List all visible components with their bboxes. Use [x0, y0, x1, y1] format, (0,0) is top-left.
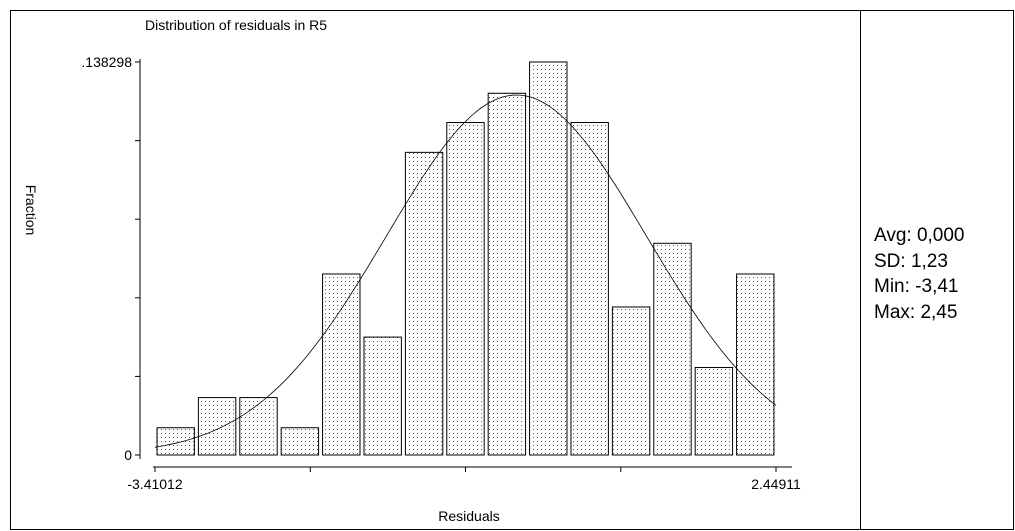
y-tick-label: 0 — [124, 447, 132, 463]
stat-min: Min: -3,41 — [874, 276, 959, 297]
y-axis-label: Fraction — [23, 185, 39, 236]
stats-panel: Avg: 0,000 SD: 1,23 Min: -3,41 Max: 2,45 — [874, 223, 965, 325]
bars-group — [156, 61, 775, 456]
stat-max: Max: 2,45 — [874, 301, 958, 323]
axes-group: 0 .138298 -3.41012 2.44911 — [81, 54, 801, 492]
histogram-bar — [156, 427, 195, 456]
stat-avg: Avg: 0,000 — [874, 225, 965, 246]
histogram-bar — [197, 397, 237, 456]
histogram-bar — [280, 427, 320, 456]
x-axis-label: Residuals — [438, 508, 499, 524]
y-tick-label: .138298 — [81, 54, 132, 70]
histogram-bar — [694, 366, 734, 456]
histogram-bar — [363, 336, 402, 456]
x-tick-label: -3.41012 — [127, 476, 182, 492]
histogram-bar — [653, 242, 692, 456]
histogram-bar — [529, 61, 568, 456]
panel-divider — [860, 10, 861, 530]
histogram-bar — [570, 122, 609, 456]
normal-curve — [154, 94, 777, 448]
x-tick-label: 2.44911 — [751, 476, 801, 492]
histogram-bar — [322, 273, 361, 456]
histogram-bar — [736, 273, 775, 456]
histogram-bar — [611, 306, 651, 456]
histogram-bar — [446, 122, 485, 456]
histogram-bar — [239, 397, 278, 456]
histogram-bar — [487, 92, 527, 456]
chart-title: Distribution of residuals in R5 — [145, 17, 327, 33]
histogram-bar — [404, 151, 444, 456]
stat-sd: SD: 1,23 — [874, 250, 948, 272]
histogram-chart: Distribution of residuals in R5 Fraction… — [23, 17, 801, 524]
